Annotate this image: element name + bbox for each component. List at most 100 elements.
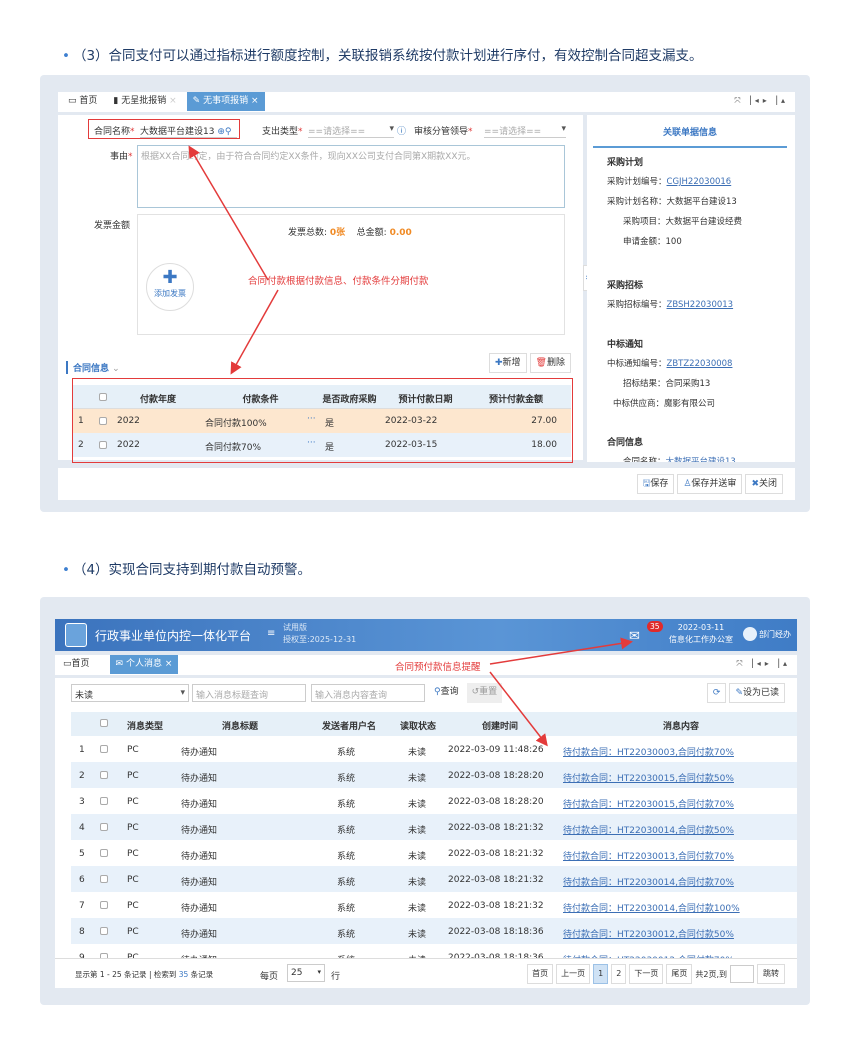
cell-status: 未读 <box>408 878 427 888</box>
pager-button[interactable]: 尾页 <box>666 964 693 984</box>
pager-button[interactable]: 首页 <box>527 964 554 984</box>
mark-read-button[interactable]: ✎设为已读 <box>729 683 785 703</box>
pager-button[interactable]: 1 <box>593 964 609 984</box>
per-page-select[interactable]: 25 ▾ <box>287 964 325 982</box>
page-jump-input[interactable] <box>730 965 754 983</box>
tab-no-item-reimburse[interactable]: ✎ 无事项报销 × <box>186 92 265 111</box>
tab-home[interactable]: ▭首页 <box>63 659 90 669</box>
more-icon[interactable]: ··· <box>307 414 316 424</box>
reset-button[interactable]: ↺重置 <box>466 683 503 703</box>
col-amount[interactable]: 预计付款金额 <box>488 395 543 405</box>
row-checkbox[interactable] <box>99 441 107 449</box>
leader-select[interactable]: ==请选择== ▾ <box>484 124 566 138</box>
col-title[interactable]: 消息标题 <box>221 722 258 732</box>
jump-button[interactable]: 跳转 <box>757 964 785 984</box>
row-checkbox[interactable] <box>100 745 108 753</box>
cell-date: 2022-03-22 <box>385 416 438 426</box>
row-checkbox[interactable] <box>100 875 108 883</box>
add-invoice-button[interactable]: ✚ 添加发票 <box>146 263 194 311</box>
cell-type: PC <box>127 771 139 781</box>
save-submit-button[interactable]: ♙保存并送审 <box>677 474 743 494</box>
cell-content-link[interactable]: 待付款合同：HT22030015,合同付款50% <box>563 774 734 784</box>
item-link[interactable]: ZBTZ22030008 <box>666 359 733 369</box>
pages-text: 共2页,到 <box>695 969 727 979</box>
row-checkbox[interactable] <box>99 417 107 425</box>
contract-name-input[interactable]: 大数据平台建设13 ⊕⚲ <box>140 124 237 138</box>
table-row[interactable]: 6 PC 待办通知 系统 未读 2022-03-08 18:21:32 待付款合同：HT22… <box>71 866 797 892</box>
add-button[interactable]: ✚新增 <box>488 353 527 373</box>
pager-button[interactable]: 上一页 <box>556 964 591 984</box>
col-time[interactable]: 创建时间 <box>481 722 518 732</box>
save-button[interactable]: 🖫保存 <box>636 474 675 494</box>
row-checkbox[interactable] <box>100 797 108 805</box>
section-title: 中标通知 <box>607 340 644 350</box>
item-link[interactable]: ZBSH22030013 <box>666 300 734 310</box>
cell-time: 2022-03-08 18:28:20 <box>448 797 544 807</box>
reason-textarea[interactable]: 根据XX合同约定，由于符合合同约定XX条件，现向XX公司支付合同第X期款XX元。 <box>137 145 565 208</box>
cell-content-link[interactable]: 待付款合同：HT22030014,合同付款100% <box>563 904 740 914</box>
item-link[interactable]: 大数据平台建设13 <box>665 457 736 462</box>
close-icon: × <box>164 659 173 669</box>
row-checkbox[interactable] <box>100 823 108 831</box>
col-status[interactable]: 读取状态 <box>399 722 436 732</box>
user-name[interactable]: 部门经办 <box>759 630 791 639</box>
row-checkbox[interactable] <box>100 771 108 779</box>
col-type[interactable]: 消息类型 <box>126 722 163 732</box>
close-button[interactable]: ✖关闭 <box>745 474 783 494</box>
tab-personal-message[interactable]: ✉ 个人消息 × <box>109 655 179 674</box>
row-checkbox[interactable] <box>100 927 108 935</box>
table-row[interactable]: 3 PC 待办通知 系统 未读 2022-03-08 18:28:20 待付款合同：HT22… <box>71 788 797 814</box>
col-sender[interactable]: 发送者用户名 <box>321 722 376 732</box>
avatar[interactable] <box>743 627 757 641</box>
status-select[interactable]: 未读 ▾ <box>71 684 189 702</box>
content-search-input[interactable]: 输入消息内容查询 <box>311 684 425 702</box>
table-row[interactable]: 1 2022 合同付款100% ··· 是 2022-03-22 27.00 <box>73 409 571 433</box>
info-icon[interactable]: ⓘ <box>397 127 407 137</box>
search-button[interactable]: ⚲查询 <box>429 683 464 703</box>
cell-content-link[interactable]: 待付款合同：HT22030013,合同付款70% <box>563 852 734 862</box>
delete-button[interactable]: 🗑删除 <box>529 353 571 373</box>
title-search-input[interactable]: 输入消息标题查询 <box>192 684 306 702</box>
cell-content-link[interactable]: 待付款合同：HT22030014,合同付款50% <box>563 826 734 836</box>
table-row[interactable]: 4 PC 待办通知 系统 未读 2022-03-08 18:21:32 待付款合同：HT22… <box>71 814 797 840</box>
row-checkbox[interactable] <box>100 849 108 857</box>
col-content[interactable]: 消息内容 <box>662 722 699 732</box>
cell-content-link[interactable]: 待付款合同：HT22030014,合同付款70% <box>563 878 734 888</box>
cell-content-link[interactable]: 待付款合同：HT22030012,合同付款50% <box>563 930 734 940</box>
invoice-summary: 发票总数: 0张 总金额: 0.00 <box>288 228 412 238</box>
cell-content-link[interactable]: 待付款合同：HT22030015,合同付款70% <box>563 800 734 810</box>
window-controls[interactable]: ⤧▕◂▸▕▴ <box>734 96 789 105</box>
window-controls[interactable]: ⤧▕◂▸▕▴ <box>736 659 791 668</box>
tab-home[interactable]: ▭ 首页 <box>68 96 98 106</box>
tab-bar: ▭首页 ✉ 个人消息 × 合同预付款信息提醒 ⤧▕◂▸▕▴ <box>55 655 797 675</box>
col-year[interactable]: 付款年度 <box>139 395 176 405</box>
menu-icon[interactable]: ≡ <box>267 628 276 639</box>
select-all-checkbox[interactable] <box>100 719 108 727</box>
pager-button[interactable]: 下一页 <box>629 964 664 984</box>
mail-icon[interactable]: ✉ <box>629 629 640 644</box>
related-item: 合同名称：大数据平台建设13 <box>623 455 736 462</box>
cell-condition: 合同付款70% <box>205 443 262 453</box>
table-row[interactable]: 2 2022 合同付款70% ··· 是 2022-03-15 18.00 <box>73 433 571 457</box>
item-link[interactable]: CGJH22030016 <box>666 177 732 187</box>
tab-no-approval-reimburse[interactable]: ▮ 无呈批报销 × <box>113 96 177 106</box>
cell-sender: 系统 <box>337 748 356 758</box>
row-checkbox[interactable] <box>100 901 108 909</box>
table-row[interactable]: 7 PC 待办通知 系统 未读 2022-03-08 18:21:32 待付款合同：HT22… <box>71 892 797 918</box>
table-row[interactable]: 2 PC 待办通知 系统 未读 2022-03-08 18:28:20 待付款合同：HT22… <box>71 762 797 788</box>
table-row[interactable]: 1 PC 待办通知 系统 未读 2022-03-09 11:48:26 待付款合同：HT22… <box>71 736 797 762</box>
contract-section-title[interactable]: 合同信息 ⌄ <box>66 361 120 374</box>
col-condition[interactable]: 付款条件 <box>242 395 279 405</box>
expense-type-select[interactable]: ==请选择== ▾ <box>308 124 394 138</box>
more-icon[interactable]: ··· <box>307 438 316 448</box>
pager-button[interactable]: 2 <box>611 964 627 984</box>
col-date[interactable]: 预计付款日期 <box>398 395 453 405</box>
col-gov[interactable]: 是否政府采购 <box>322 395 377 405</box>
select-all-checkbox[interactable] <box>99 393 107 401</box>
expense-type-label: 支出类型* <box>262 127 303 137</box>
cell-content-link[interactable]: 待付款合同：HT22030003,合同付款70% <box>563 748 734 758</box>
refresh-button[interactable]: ⟳ <box>706 683 727 703</box>
cell-time: 2022-03-08 18:21:32 <box>448 901 544 911</box>
table-row[interactable]: 8 PC 待办通知 系统 未读 2022-03-08 18:18:36 待付款合同：HT22… <box>71 918 797 944</box>
table-row[interactable]: 5 PC 待办通知 系统 未读 2022-03-08 18:21:32 待付款合同：HT22… <box>71 840 797 866</box>
